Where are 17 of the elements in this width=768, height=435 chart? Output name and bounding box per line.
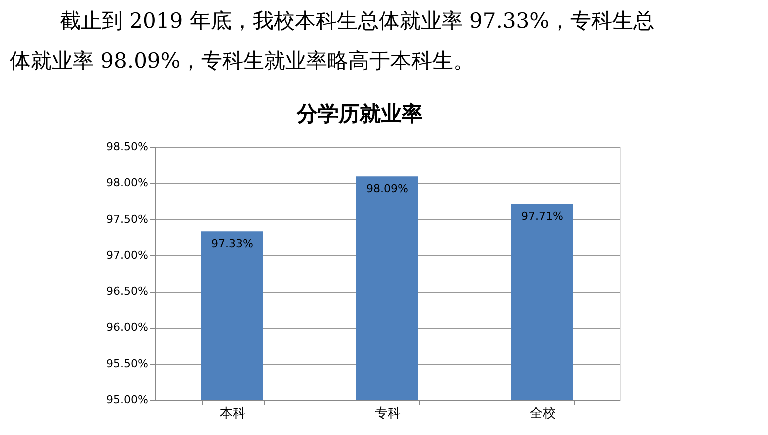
text: 截止到 2019 年底，我校本科生总体就业率 97.33%，专科生总 [60, 9, 655, 33]
y-tick-label: 95.50% [106, 357, 148, 370]
data-label: 97.33% [212, 238, 254, 251]
y-tick-label: 97.50% [106, 212, 148, 226]
x-tick-label: 专科 [375, 406, 401, 422]
data-label: 97.71% [522, 210, 564, 224]
x-tick-label: 全校 [530, 406, 556, 422]
data-label: 98.09% [366, 182, 408, 196]
y-tick-label: 98.50% [106, 140, 148, 154]
y-tick-label: 96.50% [106, 285, 148, 298]
y-tick-label: 98.00% [106, 176, 148, 190]
y-tick-label: 96.00% [106, 321, 148, 334]
chart-title: 分学历就业率 [296, 102, 423, 126]
text: 体就业率 98.09%，专科生就业率略高于本科生。 [10, 49, 475, 73]
y-tick-label: 95.00% [106, 394, 148, 406]
x-tick-label: 本科 [220, 406, 246, 422]
y-tick-label: 97.00% [106, 248, 148, 262]
